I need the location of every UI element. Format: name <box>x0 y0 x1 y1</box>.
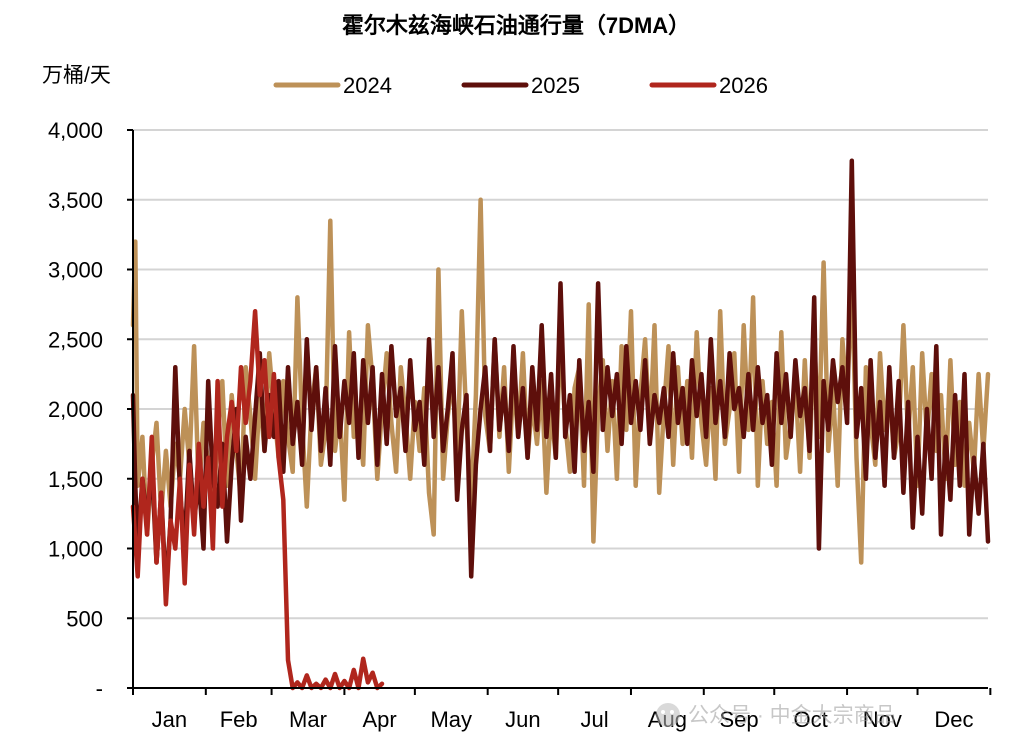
y-tick-label: 1,000 <box>48 537 103 562</box>
x-tick-label: Jul <box>580 707 608 732</box>
x-tick-label: Dec <box>934 707 973 732</box>
x-tick-label: Sep <box>719 707 758 732</box>
watermark-text: 公众号 · 中金大宗商品 <box>688 704 896 727</box>
y-tick-label: 3,500 <box>48 188 103 213</box>
axes <box>127 129 992 695</box>
x-tick-label: May <box>430 707 472 732</box>
plot-series <box>130 158 991 691</box>
legend-label-2025: 2025 <box>531 73 580 98</box>
y-tick-label: 4,000 <box>48 118 103 143</box>
chart-title: 霍尔木兹海峡石油通行量（7DMA） <box>342 13 690 38</box>
y-tick-labels: - 500 1,000 1,500 2,000 2,500 3,000 3,500 4,000 <box>48 118 103 701</box>
legend-label-2026: 2026 <box>719 73 768 98</box>
x-tick-label: Jan <box>152 707 187 732</box>
x-tick-label: Apr <box>363 707 397 732</box>
y-axis-label: 万桶/天 <box>42 64 111 87</box>
watermark: 公众号 · 中金大宗商品 <box>656 703 896 727</box>
series-line-2026 <box>130 309 385 691</box>
wechat-icon <box>656 703 680 727</box>
y-tick-label: 500 <box>66 606 103 631</box>
y-tick-label: 1,500 <box>48 467 103 492</box>
x-tick-label: Mar <box>289 707 327 732</box>
y-tick-label: - <box>96 676 103 701</box>
y-tick-label: 2,500 <box>48 327 103 352</box>
x-tick-label: Nov <box>863 707 902 732</box>
x-tick-label: Jun <box>505 707 540 732</box>
y-tick-label: 3,000 <box>48 258 103 283</box>
legend: 2024 2025 2026 <box>273 73 768 98</box>
x-tick-label: Feb <box>220 707 258 732</box>
x-tick-label: Oct <box>794 707 828 732</box>
y-tick-label: 2,000 <box>48 397 103 422</box>
legend-label-2024: 2024 <box>343 73 392 98</box>
